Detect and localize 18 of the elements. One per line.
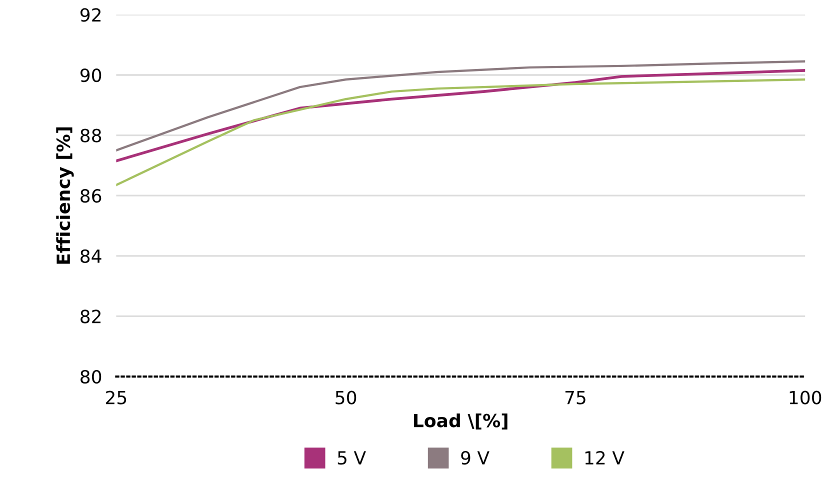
x-tick-label: 25 [106,390,126,404]
x-axis-title: Load \[%] [414,413,508,430]
y-tick-label: 90 [80,68,102,82]
y-tick-label: 88 [80,128,102,142]
legend-label: 9 V [461,450,490,465]
x-tick-label: 50 [336,390,356,404]
legend-label: 12 V [585,450,624,464]
y-tick-label: 86 [80,189,102,203]
x-tick-label: 100 [790,390,822,404]
y-tick-label: 82 [80,310,100,324]
line-series [116,78,806,186]
y-tick-label: 84 [80,249,102,264]
y-axis-title: Efficiency [%] [56,127,74,264]
line-series [116,60,806,152]
legend-label: 5 V [338,451,366,465]
y-tick-label: 80 [80,370,102,384]
y-tick-label: 92 [80,8,100,22]
x-tick-label: 75 [565,390,586,404]
